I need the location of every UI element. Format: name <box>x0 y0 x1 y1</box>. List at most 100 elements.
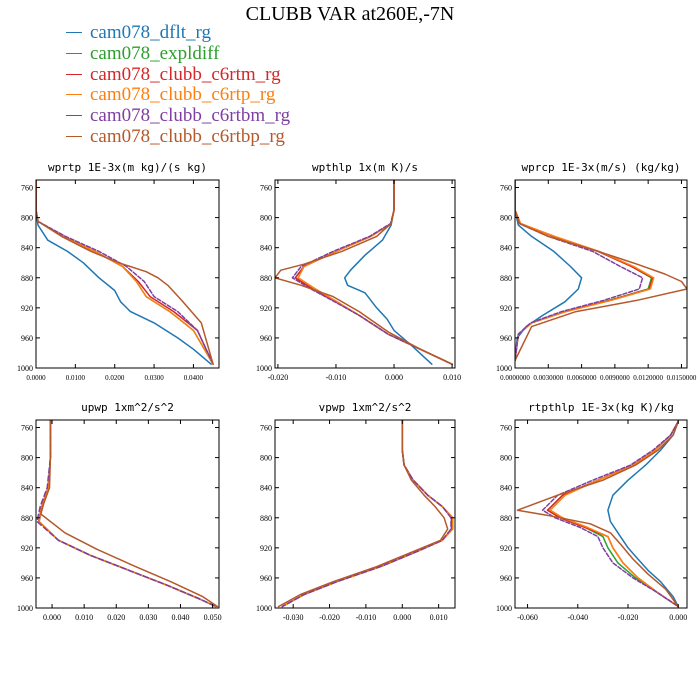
x-tick-label: -0.010 <box>356 613 377 622</box>
chart-panel-1: wprtp 1E-3x(m kg)/(s kg) 760 800 840 880 920 9… <box>17 161 220 382</box>
series-line <box>515 180 644 362</box>
series-line <box>36 180 212 365</box>
legend-swatch <box>66 73 82 75</box>
y-tick-label: 840 <box>500 244 512 253</box>
y-tick-label: 880 <box>21 514 33 523</box>
legend-label: cam078_clubb_c6rtbp_rg <box>90 125 285 147</box>
series-line <box>38 420 217 608</box>
series-line <box>297 180 453 365</box>
series-line <box>36 180 214 365</box>
y-tick-label: 840 <box>260 484 272 493</box>
series-line <box>275 180 453 365</box>
x-tick-label: 0.010 <box>430 613 448 622</box>
series-line <box>281 420 453 608</box>
y-tick-label: 800 <box>500 454 512 463</box>
x-tick-label: 0.010 <box>443 373 461 382</box>
page-title: CLUBB VAR at260E,-7N <box>245 3 455 25</box>
chart-panel-3: wprcp 1E-3x(m/s) (kg/kg) 760 800 840 880 920 9… <box>496 161 697 382</box>
y-tick-label: 1000 <box>496 604 512 613</box>
y-tick-label: 760 <box>260 184 272 193</box>
plot-frame <box>35 419 220 609</box>
series-line <box>36 180 214 365</box>
y-tick-label: 1000 <box>17 364 33 373</box>
chart-panel-5: vpwp 1xm^2/s^2 760 800 840 880 920 960 1000 -0.0… <box>256 401 456 622</box>
panel-title: vpwp 1xm^2/s^2 <box>319 401 412 414</box>
series-line <box>36 180 214 365</box>
y-tick-label: 840 <box>21 244 33 253</box>
x-tick-label: 0.0060000 <box>567 374 597 382</box>
x-tick-label: 0.040 <box>171 613 189 622</box>
y-tick-label: 880 <box>260 274 272 283</box>
chart-panel-4: upwp 1xm^2/s^2 760 800 840 880 920 960 1000 0.00… <box>17 401 222 622</box>
series-line <box>291 180 453 365</box>
y-tick-label: 840 <box>260 244 272 253</box>
x-tick-label: -0.020 <box>268 373 289 382</box>
series-line <box>607 420 679 608</box>
y-tick-label: 880 <box>500 274 512 283</box>
x-tick-label: 0.000 <box>385 373 403 382</box>
y-tick-label: 960 <box>21 334 33 343</box>
series-group <box>515 180 687 362</box>
legend-label: cam078_clubb_c6rtp_rg <box>90 84 276 106</box>
y-tick-label: 800 <box>21 454 33 463</box>
x-tick-label: -0.020 <box>618 613 639 622</box>
x-tick-label: 0.0000000 <box>500 374 530 382</box>
x-tick-label: 0.0300 <box>144 374 164 382</box>
y-tick-label: 800 <box>260 214 272 223</box>
y-tick-label: 960 <box>260 334 272 343</box>
series-line <box>294 180 453 365</box>
legend-swatch <box>66 135 82 137</box>
y-tick-label: 880 <box>21 274 33 283</box>
legend-swatch <box>66 115 82 117</box>
series-line <box>515 180 655 362</box>
series-line <box>281 420 454 608</box>
series-line <box>515 180 583 362</box>
y-tick-label: 800 <box>500 214 512 223</box>
x-tick-label: 0.050 <box>204 613 222 622</box>
y-tick-label: 880 <box>260 514 272 523</box>
x-tick-label: 0.0120000 <box>633 374 663 382</box>
series-line <box>343 180 433 365</box>
series-line <box>36 420 217 608</box>
panel-title: rtpthlp 1E-3x(kg K)/kg <box>528 401 674 414</box>
y-tick-label: 920 <box>500 544 512 553</box>
y-tick-label: 880 <box>500 514 512 523</box>
series-group <box>36 420 219 608</box>
series-line <box>281 420 453 608</box>
chart-panel-2: wpthlp 1x(m K)/s7608008408809209601000-0… <box>256 161 461 382</box>
x-tick-label: 0.0150000 <box>667 374 697 382</box>
y-tick-label: 760 <box>260 424 272 433</box>
y-tick-label: 920 <box>260 304 272 313</box>
x-tick-label: -0.030 <box>283 613 304 622</box>
legend-label: cam078_expldiff <box>90 42 220 64</box>
legend-label: cam078_clubb_c6rtbm_rg <box>90 105 291 127</box>
y-tick-label: 1000 <box>496 364 512 373</box>
series-line <box>40 420 219 608</box>
plot-frame <box>35 179 220 369</box>
x-tick-label: 0.0200 <box>105 374 125 382</box>
x-tick-label: -0.010 <box>326 373 347 382</box>
legend-label: cam078_clubb_c6rtm_rg <box>90 63 281 85</box>
x-tick-label: 0.010 <box>75 613 93 622</box>
y-tick-label: 760 <box>21 424 33 433</box>
plot-frame <box>274 179 456 369</box>
x-tick-label: 0.0100 <box>66 374 86 382</box>
series-group <box>275 180 453 365</box>
series-line <box>294 180 453 365</box>
series-line <box>515 180 654 362</box>
plot-frame <box>274 419 456 609</box>
y-tick-label: 840 <box>21 484 33 493</box>
series-group <box>36 180 214 365</box>
y-tick-label: 760 <box>500 424 512 433</box>
panel-title: upwp 1xm^2/s^2 <box>81 401 174 414</box>
panel-title: wprtp 1E-3x(m kg)/(s kg) <box>48 161 207 174</box>
series-line <box>516 420 679 608</box>
y-tick-label: 800 <box>260 454 272 463</box>
y-tick-label: 960 <box>21 574 33 583</box>
legend-swatch <box>66 32 82 33</box>
series-line <box>36 180 214 365</box>
panel-title: wpthlp 1x(m K)/s <box>312 161 418 174</box>
series-line <box>281 420 454 608</box>
legend-swatch <box>66 94 82 96</box>
x-tick-label: 0.030 <box>139 613 157 622</box>
